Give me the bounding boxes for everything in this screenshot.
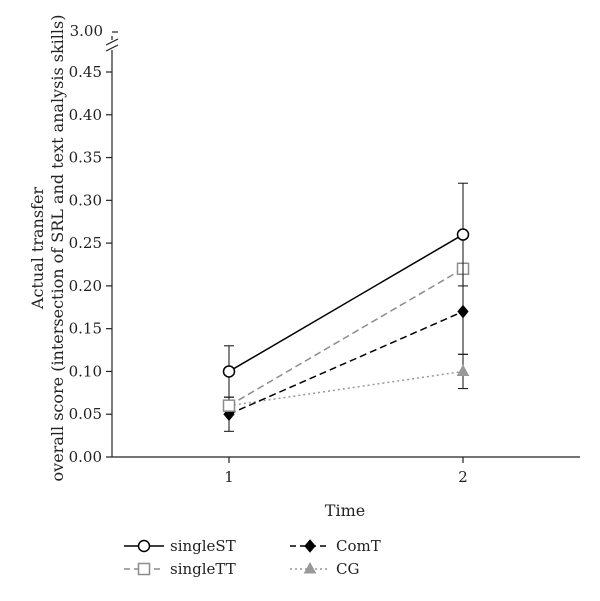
data-point [456, 228, 470, 241]
y-tick-label: 0.10 [69, 362, 102, 380]
series-line [228, 233, 464, 373]
series-ComT [223, 268, 469, 432]
legend-item-CG: CG [290, 560, 359, 578]
legend-marker [137, 539, 151, 553]
y-tick-label: 0.25 [69, 234, 102, 252]
legend-label: ComT [336, 537, 381, 555]
series-line [228, 310, 464, 415]
y-tick-label: 0.45 [69, 63, 102, 81]
legend-label: singleST [170, 537, 236, 555]
y-tick-label: 0.00 [69, 448, 102, 466]
series-line [228, 268, 464, 407]
y-axis-title-line1: Actual transfer [28, 187, 47, 311]
data-point [456, 364, 470, 376]
x-tick-label: 1 [224, 468, 234, 486]
series-line [228, 370, 464, 407]
legend-marker [303, 561, 317, 574]
y-break-mark-1 [105, 38, 119, 46]
y-tick-label: 0.35 [69, 149, 102, 167]
axes: 0.00 0.05 0.10 0.15 0.20 0.25 0.30 0.35 0.40 0.45… [69, 31, 580, 486]
data-point [222, 399, 236, 412]
legend-item-ComT: ComT [290, 537, 381, 555]
y-tick-label: 0.15 [69, 320, 102, 338]
legend: singleST singleTT ComT CG [124, 537, 381, 578]
legend-item-singleTT: singleTT [124, 560, 236, 578]
legend-marker [304, 539, 316, 553]
x-tick-label: 2 [458, 468, 468, 486]
legend-label: singleTT [170, 560, 236, 578]
y-tick-label: 0.20 [69, 277, 102, 295]
legend-marker [137, 562, 151, 576]
series-layer [222, 182, 470, 432]
legend-item-singleST: singleST [124, 537, 236, 555]
y-break-tick-label: 3.00 [70, 22, 103, 40]
series-singleTT [222, 262, 470, 412]
series-singleST [222, 182, 470, 398]
y-break-mark-2 [105, 44, 119, 52]
y-axis-title-line2: overall score (intersection of SRL and t… [48, 15, 67, 482]
y-tick-label: 0.30 [69, 191, 102, 209]
x-axis-title: Time [325, 501, 365, 520]
legend-label: CG [336, 560, 359, 578]
data-point [222, 365, 236, 378]
y-tick-label: 0.40 [69, 106, 102, 124]
y-tick-label: 0.05 [69, 405, 102, 423]
data-point [457, 304, 469, 319]
